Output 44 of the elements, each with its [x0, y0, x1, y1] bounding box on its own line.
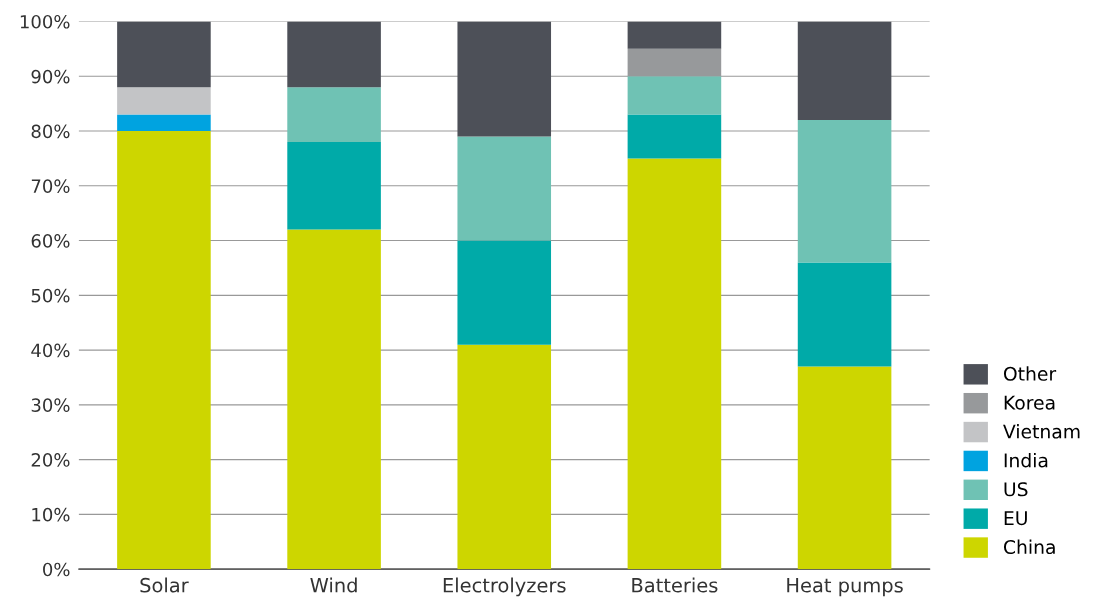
bar — [627, 48, 722, 77]
bar — [457, 136, 552, 241]
x-tick-label: Heat pumps — [787, 578, 903, 597]
y-tick-label: 10% — [32, 507, 70, 522]
x-tick-label: Wind — [310, 577, 357, 593]
bar — [797, 120, 892, 263]
legend-label: China — [1003, 539, 1055, 555]
y-tick-label: 50% — [31, 288, 70, 303]
bar — [287, 21, 381, 88]
bar — [117, 87, 211, 115]
bar — [117, 114, 211, 132]
bar — [117, 21, 211, 88]
bar — [797, 366, 892, 570]
x-tick-label: Batteries — [632, 577, 718, 593]
bar — [457, 21, 552, 137]
y-tick-label: 100% — [20, 14, 70, 29]
legend-label: US — [1004, 482, 1028, 497]
bar — [287, 141, 381, 230]
bar — [457, 240, 552, 345]
y-tick-label: 0% — [43, 562, 70, 577]
bar — [287, 229, 381, 570]
bar — [627, 114, 722, 159]
legend-label: Korea — [1004, 395, 1055, 410]
y-tick-label: 40% — [31, 343, 70, 358]
bar — [797, 262, 892, 367]
x-tick-label: Solar — [140, 577, 189, 593]
x-tick-label: Electrolyzers — [443, 577, 566, 597]
y-tick-label: 70% — [31, 179, 70, 193]
legend-label: India — [1004, 452, 1048, 468]
legend-label: Other — [1003, 366, 1057, 381]
y-tick-label: 30% — [31, 398, 70, 412]
bar — [797, 21, 892, 121]
bar — [117, 131, 211, 570]
bar — [287, 87, 381, 142]
y-tick-label: 90% — [31, 69, 70, 84]
bar — [627, 158, 722, 570]
bar — [627, 21, 722, 49]
y-tick-label: 80% — [31, 124, 70, 139]
bar — [627, 76, 722, 115]
bar — [457, 344, 552, 570]
legend-label: EU — [1004, 511, 1027, 526]
legend-label: Vietnam — [1003, 424, 1080, 439]
y-tick-label: 60% — [31, 234, 70, 248]
y-tick-label: 20% — [31, 453, 70, 467]
